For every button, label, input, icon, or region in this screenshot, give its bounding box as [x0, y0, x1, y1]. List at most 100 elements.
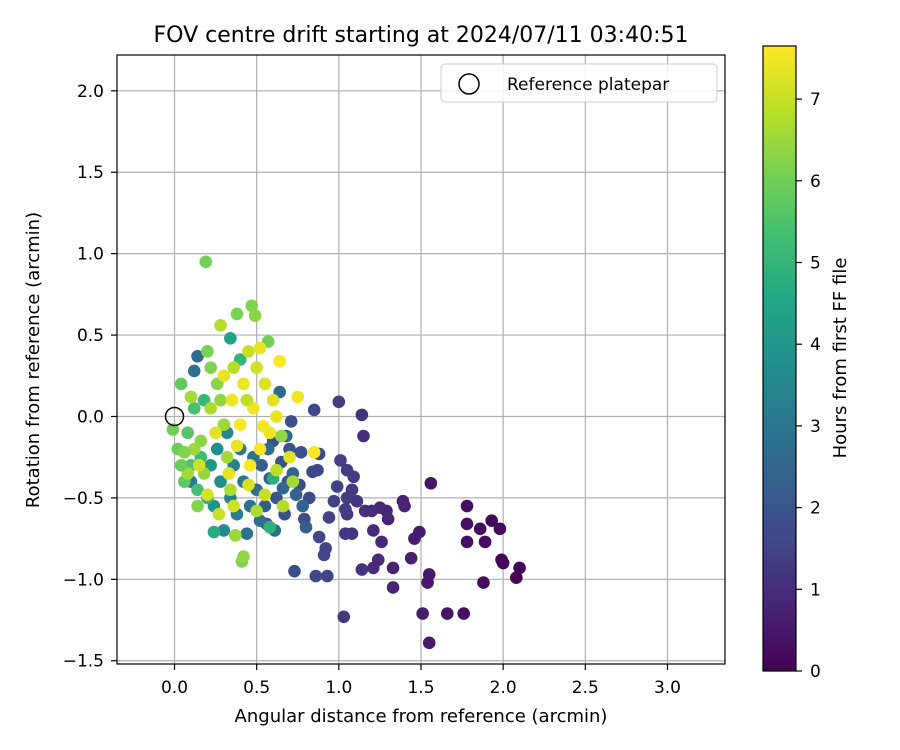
scatter-point [204, 402, 217, 415]
scatter-point [294, 446, 308, 459]
x-tick-label: 1.0 [325, 678, 352, 698]
scatter-point [288, 564, 301, 578]
legend-marker [458, 73, 480, 95]
scatter-point [460, 517, 474, 531]
scatter-point [357, 429, 370, 443]
scatter-point [496, 556, 510, 570]
scatter-point [275, 429, 288, 443]
colorbar: 0 1 2 3 4 5 6 7 Hours from first FF file [762, 45, 851, 682]
colorbar-tick-label: 1 [810, 580, 821, 600]
scatter-point [339, 503, 352, 516]
scatter-point [220, 450, 234, 464]
scatter-point [404, 551, 418, 565]
y-tick-label: 0.0 [77, 407, 104, 427]
scatter-point [214, 319, 227, 332]
scatter-point [243, 459, 257, 472]
scatter-point [339, 527, 352, 541]
scatter-point [214, 393, 227, 407]
scatter-point [473, 522, 487, 536]
legend-box [440, 63, 718, 103]
x-axis-ticks: 0.0 0.5 1.0 1.5 2.0 2.5 3.0 [161, 664, 681, 698]
scatter-point [327, 494, 341, 508]
colorbar-tick-label: 7 [810, 90, 821, 110]
scatter-point [240, 393, 254, 407]
scatter-point [250, 361, 263, 374]
scatter-point [330, 480, 344, 493]
scatter-point [227, 499, 240, 513]
scatter-point [217, 369, 231, 383]
scatter-point [191, 349, 204, 363]
x-axis-label: Angular distance from reference (arcmin) [235, 706, 608, 727]
scatter-point [421, 576, 434, 589]
x-tick-label: 2.5 [572, 678, 599, 698]
scatter-point [424, 476, 438, 490]
scatter-point [191, 483, 204, 497]
scatter-point [210, 442, 224, 456]
scatter-point [309, 569, 323, 583]
scatter-point [230, 307, 244, 321]
scatter-point [178, 446, 191, 459]
scatter-point [375, 535, 388, 549]
reference-platepar-marker [164, 406, 185, 427]
scatter-point [307, 403, 321, 417]
scatter-point [416, 607, 429, 620]
scatter-point [276, 499, 290, 513]
scatter-point [222, 467, 236, 480]
scatter-point [187, 402, 201, 415]
scatter-point [250, 504, 263, 518]
scatter-point [227, 361, 240, 374]
scatter-point [263, 520, 277, 534]
scatter-point [306, 465, 319, 479]
scatter-point [166, 423, 180, 436]
scatter-point [386, 561, 400, 575]
scatter-point [207, 525, 221, 539]
colorbar-label: Hours from first FF file [830, 258, 851, 459]
x-tick-label: 3.0 [654, 678, 681, 698]
scatter-point [217, 524, 231, 537]
scatter-point [493, 522, 507, 536]
scatter-point [187, 442, 201, 456]
colorbar-gradient [762, 45, 797, 672]
scatter-point [258, 488, 272, 501]
colorbar-tick-label: 2 [810, 499, 821, 519]
scatter-point [460, 535, 474, 549]
y-tick-label: −1.0 [63, 570, 104, 590]
legend-label: Reference platepar [507, 75, 669, 95]
scatter-point [273, 354, 286, 368]
scatter-point [256, 419, 270, 433]
scatter-point [312, 530, 326, 544]
scatter-point [181, 426, 194, 440]
scatter-point [350, 494, 364, 508]
scatter-point [398, 499, 411, 513]
scatter-point [192, 459, 206, 472]
scatter-point [174, 459, 188, 472]
scatter-point [334, 454, 347, 467]
scatter-point [270, 463, 283, 477]
scatter-point [242, 478, 255, 492]
scatter-point [477, 576, 490, 589]
x-tick-label: 1.5 [407, 678, 434, 698]
scatter-point [340, 463, 354, 477]
x-tick-label: 0.5 [243, 678, 270, 698]
y-tick-label: 1.0 [77, 245, 104, 265]
scatter-point [478, 535, 492, 549]
x-tick-label: 0.0 [161, 678, 188, 698]
scatter-point [408, 532, 421, 545]
scatter-point [248, 309, 262, 322]
scatter-point [367, 561, 380, 575]
data-points [166, 255, 526, 650]
scatter-point [345, 483, 359, 497]
scatter-point [358, 504, 372, 518]
scatter-point [270, 410, 283, 423]
scatter-point [253, 514, 267, 528]
scatter-point [355, 408, 369, 422]
scatter-point [332, 395, 346, 409]
scatter-point [337, 610, 351, 624]
chart-title: FOV centre drift starting at 2024/07/11 … [154, 23, 689, 48]
scatter-point [510, 571, 523, 584]
scatter-point [187, 364, 201, 378]
colorbar-tick-label: 3 [810, 417, 821, 437]
scatter-point [317, 548, 331, 562]
colorbar-tick-label: 6 [810, 172, 821, 192]
